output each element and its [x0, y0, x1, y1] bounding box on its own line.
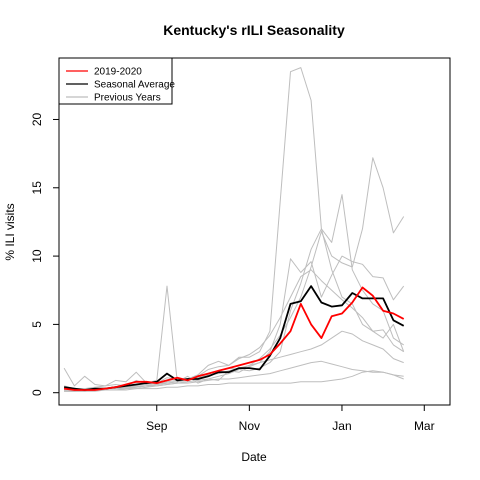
legend-label-2019-2020: 2019-2020	[94, 67, 142, 78]
x-tick-label: Mar	[414, 419, 435, 433]
x-tick-label: Sep	[146, 419, 168, 433]
series-line-2019-2020-0	[63, 286, 405, 391]
y-tick-label: 20	[30, 112, 44, 126]
x-axis-label: Date	[241, 450, 267, 464]
series-line-previous-years-4	[64, 269, 405, 392]
legend-box	[58, 57, 173, 105]
x-axis: Sep Nov Jan Mar	[146, 405, 435, 433]
y-axis-label: % ILI visits	[3, 203, 17, 260]
series-line-previous-years-8	[64, 360, 404, 392]
series-line-previous-years-5	[64, 157, 405, 392]
legend-label-previous-years: Previous Years	[94, 93, 161, 104]
series-line-previous-years-9	[64, 370, 404, 392]
x-tick-label: Jan	[332, 419, 351, 433]
y-axis: 0 5 10 15 20	[30, 112, 59, 396]
x-tick-label: Nov	[239, 419, 260, 433]
y-tick-label: 0	[30, 389, 44, 396]
y-tick-label: 10	[30, 249, 44, 263]
series-layer	[63, 67, 405, 392]
legend-label-seasonal-average: Seasonal Average	[94, 80, 175, 91]
legend: 2019-2020 Seasonal Average Previous Years	[58, 57, 175, 105]
plot-frame	[58, 57, 451, 406]
y-tick-label: 15	[30, 181, 44, 195]
y-tick-label: 5	[30, 321, 44, 328]
chart-title: Kentucky's rILI Seasonality	[163, 22, 345, 38]
